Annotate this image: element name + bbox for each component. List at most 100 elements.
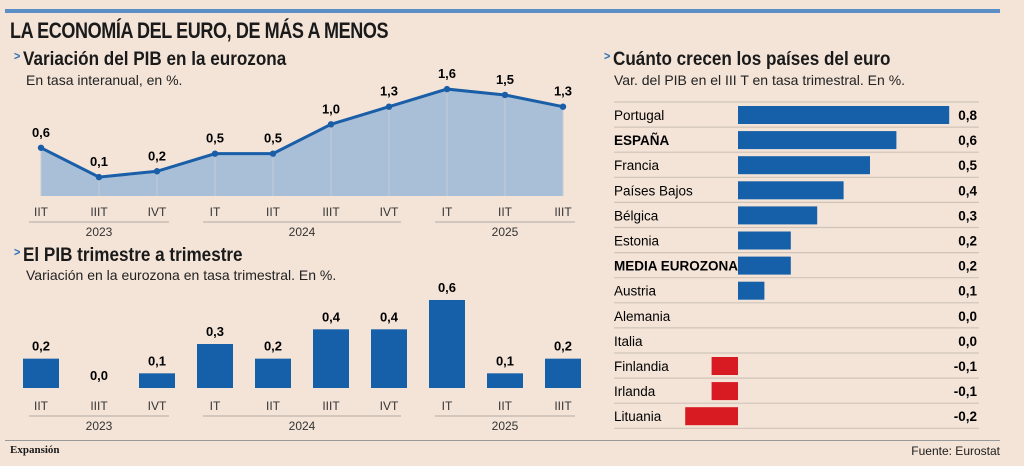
country-label: Portugal bbox=[614, 108, 664, 123]
chevron-right-icon: > bbox=[14, 245, 21, 259]
chevron-right-icon: > bbox=[604, 49, 611, 63]
data-label: 0,5 bbox=[264, 131, 282, 146]
country-label: Países Bajos bbox=[614, 183, 693, 198]
country-label: Bélgica bbox=[614, 208, 659, 223]
data-label: 0,2 bbox=[148, 148, 166, 163]
value-label: 0,3 bbox=[958, 208, 977, 223]
x-tick-label: IIT bbox=[498, 205, 513, 219]
country-label: Francia bbox=[614, 158, 660, 173]
x-tick-label: IVT bbox=[148, 205, 167, 219]
data-label: 0,4 bbox=[322, 309, 341, 324]
data-label: 1,3 bbox=[380, 84, 398, 99]
x-tick-label: IT bbox=[210, 399, 221, 413]
value-label: 0,4 bbox=[958, 183, 977, 198]
data-point bbox=[443, 85, 451, 93]
bar bbox=[738, 131, 897, 150]
value-label: 0,5 bbox=[958, 158, 977, 173]
data-label: 0,3 bbox=[206, 324, 224, 339]
bar bbox=[711, 357, 738, 375]
x-tick-label: IIIT bbox=[554, 205, 572, 219]
bar bbox=[23, 358, 59, 388]
country-label: Estonia bbox=[614, 234, 660, 249]
data-label: 1,3 bbox=[554, 84, 572, 99]
data-point bbox=[559, 103, 567, 110]
bar bbox=[738, 156, 870, 175]
country-chart-title-text: Cuánto crecen los países del euro bbox=[613, 49, 891, 70]
data-point bbox=[153, 168, 161, 175]
country-label: Lituania bbox=[614, 409, 662, 424]
country-label: Finlandia bbox=[614, 359, 669, 374]
top-rule bbox=[5, 9, 1000, 13]
data-point bbox=[37, 144, 45, 151]
line-chart-subtitle: En tasa interanual, en %. bbox=[26, 72, 183, 88]
bar bbox=[545, 358, 581, 388]
data-point bbox=[269, 150, 277, 157]
year-label: 2023 bbox=[86, 419, 113, 433]
data-point bbox=[211, 150, 219, 157]
x-tick-label: IIT bbox=[34, 205, 49, 219]
value-label: 0,2 bbox=[958, 259, 977, 274]
bar-chart-title: > El PIB trimestre a trimestre bbox=[14, 245, 243, 267]
bar bbox=[139, 373, 175, 388]
bar-chart-title-text: El PIB trimestre a trimestre bbox=[23, 245, 243, 266]
data-label: 0,2 bbox=[554, 339, 572, 354]
bar bbox=[711, 382, 738, 401]
data-label: 1,6 bbox=[438, 66, 456, 81]
x-tick-label: IVT bbox=[380, 399, 399, 413]
data-label: 1,5 bbox=[496, 72, 514, 87]
bar bbox=[255, 358, 291, 388]
value-label: 0,1 bbox=[958, 284, 977, 299]
line-chart-title-text: Variación del PIB en la eurozona bbox=[23, 49, 287, 70]
bar bbox=[738, 256, 791, 275]
data-label: 0,0 bbox=[90, 368, 108, 383]
value-label: -0,1 bbox=[954, 384, 978, 399]
country-label: Austria bbox=[614, 284, 657, 299]
year-label: 2023 bbox=[86, 225, 113, 239]
main-title: LA ECONOMÍA DEL EURO, DE MÁS A MENOS bbox=[10, 18, 389, 43]
bar bbox=[487, 373, 523, 388]
x-tick-label: IIIT bbox=[322, 205, 340, 219]
bar bbox=[738, 231, 791, 250]
x-tick-label: IT bbox=[442, 399, 453, 413]
data-label: 0,6 bbox=[438, 280, 456, 295]
bar-chart-subtitle: Variación en la eurozona en tasa trimest… bbox=[26, 267, 337, 283]
line-chart-title: > Variación del PIB en la eurozona bbox=[14, 49, 286, 71]
chevron-right-icon: > bbox=[14, 49, 21, 63]
bar bbox=[738, 106, 950, 124]
data-label: 0,1 bbox=[148, 353, 166, 368]
data-point bbox=[327, 121, 335, 128]
data-label: 0,2 bbox=[264, 339, 282, 354]
value-label: 0,0 bbox=[958, 309, 977, 324]
x-tick-label: IT bbox=[210, 205, 221, 219]
country-chart-title: > Cuánto crecen los países del euro bbox=[604, 49, 891, 71]
country-label: Italia bbox=[614, 334, 643, 349]
x-tick-label: IVT bbox=[380, 205, 399, 219]
x-tick-label: IVT bbox=[148, 399, 167, 413]
series-line bbox=[40, 87, 564, 179]
value-label: 0,6 bbox=[958, 133, 977, 148]
country-label: ESPAÑA bbox=[614, 133, 670, 148]
brand-logo: Expansión bbox=[10, 444, 60, 456]
country-label: Irlanda bbox=[614, 384, 656, 399]
area-fill bbox=[41, 89, 563, 196]
country-chart-subtitle: Var. del PIB en el III T en tasa trimest… bbox=[614, 72, 906, 88]
value-label: -0,2 bbox=[954, 409, 977, 424]
value-label: -0,1 bbox=[954, 359, 978, 374]
x-tick-label: IIIT bbox=[90, 399, 108, 413]
bar bbox=[738, 181, 844, 200]
year-label: 2025 bbox=[492, 419, 519, 433]
data-label: 0,1 bbox=[496, 353, 514, 368]
bar bbox=[197, 343, 233, 388]
x-tick-label: IT bbox=[442, 205, 453, 219]
data-label: 0,1 bbox=[90, 154, 108, 169]
data-label: 0,2 bbox=[32, 339, 50, 354]
x-tick-label: IIT bbox=[266, 205, 281, 219]
data-point bbox=[385, 103, 393, 110]
x-tick-label: IIIT bbox=[322, 399, 340, 413]
bar bbox=[429, 299, 465, 388]
data-point bbox=[95, 173, 103, 181]
data-label: 1,0 bbox=[322, 101, 340, 116]
bar bbox=[371, 329, 407, 388]
